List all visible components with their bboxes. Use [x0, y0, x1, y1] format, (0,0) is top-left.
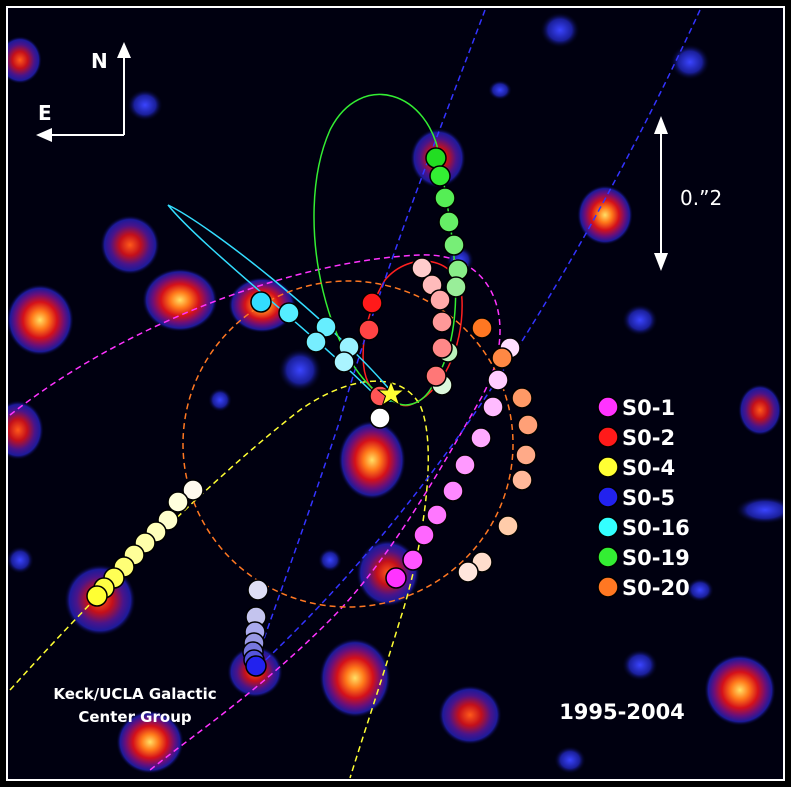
orbit-s0-5: [254, 9, 486, 666]
legend-label-s0-16: S0-16: [622, 516, 690, 540]
s0-5-positions: [242, 579, 269, 677]
legend-swatch-s0-4: [597, 456, 619, 478]
legend-label-s0-1: S0-1: [622, 396, 675, 420]
legend-label-s0-4: S0-4: [622, 456, 675, 480]
compass-east-label: E: [38, 101, 52, 125]
compass: N E: [36, 42, 131, 142]
legend-swatch-s0-19: [597, 546, 619, 568]
legend-label-s0-5: S0-5: [622, 486, 675, 510]
marker-white: [369, 407, 391, 429]
legend-swatch-s0-5: [597, 486, 619, 508]
central-star-icon: [376, 379, 406, 407]
galactic-center-image: N E 0.”2 S0-1 S0-2 S0-4 S0-5 S0-16 S0-19…: [8, 9, 783, 779]
date-range: 1995-2004: [559, 700, 685, 724]
s0-20-positions: [457, 317, 539, 583]
scale-bar: 0.”2: [654, 116, 722, 271]
s0-4-positions: [86, 479, 204, 607]
credit-line-1: Keck/UCLA Galactic: [53, 685, 216, 703]
s0-16-positions: [250, 291, 360, 373]
s0-2-positions: [358, 257, 453, 407]
legend-swatch-s0-2: [597, 426, 619, 448]
legend-label-s0-20: S0-20: [622, 576, 690, 600]
scale-bar-label: 0.”2: [680, 186, 722, 210]
legend-swatch-s0-20: [597, 576, 619, 598]
legend: S0-1 S0-2 S0-4 S0-5 S0-16 S0-19 S0-20: [597, 396, 690, 600]
credit: Keck/UCLA Galactic Center Group: [53, 685, 216, 726]
legend-label-s0-2: S0-2: [622, 426, 675, 450]
orbit-s0-20: [182, 280, 514, 608]
legend-label-s0-19: S0-19: [622, 546, 690, 570]
image-frame: N E 0.”2 S0-1 S0-2 S0-4 S0-5 S0-16 S0-19…: [6, 6, 785, 781]
credit-line-2: Center Group: [78, 708, 192, 726]
legend-swatch-s0-1: [597, 396, 619, 418]
compass-north-label: N: [91, 49, 108, 73]
orbit-s0-5b: [254, 9, 701, 671]
legend-swatch-s0-16: [597, 516, 619, 538]
s0-1-positions: [385, 337, 521, 589]
